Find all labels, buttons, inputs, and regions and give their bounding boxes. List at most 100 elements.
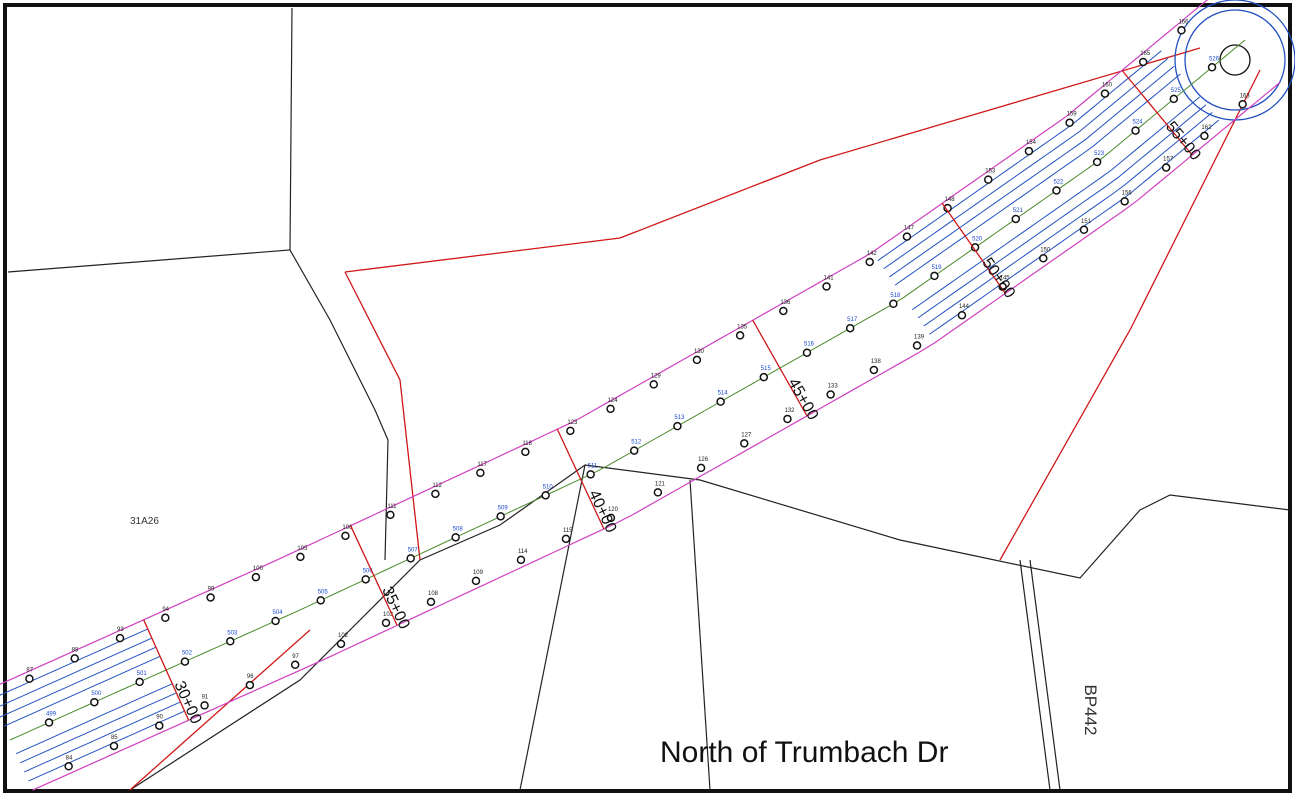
point-label: 509 <box>498 505 509 511</box>
survey-point <box>381 618 391 628</box>
survey-point <box>984 175 993 184</box>
point-label: 521 <box>1013 208 1024 214</box>
point-label: 515 <box>761 366 772 372</box>
point-label: 505 <box>318 589 329 595</box>
contour <box>15 683 173 755</box>
road-label: BP442 <box>1081 684 1100 735</box>
road-edge <box>32 81 1281 791</box>
survey-point <box>426 597 436 607</box>
point-label: 156 <box>1122 190 1133 196</box>
point-label: 151 <box>1081 219 1092 225</box>
survey-point <box>341 531 350 541</box>
point-label: 508 <box>453 526 464 532</box>
survey-point <box>673 421 682 431</box>
survey-point <box>653 488 663 497</box>
point-label: 108 <box>428 591 439 597</box>
contour <box>20 692 177 764</box>
point-label: 516 <box>804 342 815 348</box>
survey-point <box>759 372 769 382</box>
survey-point <box>206 593 215 602</box>
survey-point <box>386 510 395 520</box>
station-tick <box>941 202 1006 294</box>
caption: North of Trumbach Dr <box>660 736 948 769</box>
point-label: 138 <box>871 359 882 365</box>
point-label: 135 <box>737 324 748 330</box>
road-edge <box>0 0 1209 685</box>
survey-point <box>930 271 939 281</box>
survey-point <box>716 397 725 406</box>
survey-point <box>561 534 571 544</box>
contour <box>929 119 1220 335</box>
survey-point <box>1177 26 1186 35</box>
point-label: 136 <box>780 300 791 306</box>
survey-point <box>606 404 615 414</box>
point-label: 84 <box>66 755 73 761</box>
frame <box>3 3 1292 793</box>
contour <box>0 637 153 707</box>
survey-point <box>845 323 855 333</box>
survey-point <box>1052 186 1061 195</box>
survey-point <box>496 512 505 521</box>
contour <box>0 646 157 718</box>
point-label: 126 <box>698 457 709 463</box>
point-label: 153 <box>985 169 996 175</box>
point-label: 117 <box>477 462 487 468</box>
survey-point <box>44 718 54 727</box>
survey-point <box>180 657 190 666</box>
survey-point <box>889 299 898 309</box>
right-of-way <box>129 47 1261 791</box>
survey-point <box>155 721 164 730</box>
survey-point <box>109 741 119 751</box>
survey-point <box>1120 197 1129 206</box>
point-label: 121 <box>655 481 666 487</box>
point-label: 139 <box>914 335 925 341</box>
survey-point <box>566 426 575 436</box>
point-label: 106 <box>342 525 353 531</box>
point-label: 162 <box>1201 125 1212 131</box>
point-label: 157 <box>1163 157 1174 163</box>
survey-point <box>541 491 550 500</box>
point-label: 93 <box>117 627 124 633</box>
point-label: 105 <box>297 546 308 552</box>
point-label: 142 <box>867 251 878 257</box>
contour <box>894 73 1181 286</box>
survey-point <box>1207 63 1217 72</box>
survey-point <box>629 446 639 455</box>
survey-point <box>200 701 209 710</box>
survey-point <box>802 348 812 357</box>
point-label: 111 <box>387 504 397 510</box>
point-label: 163 <box>1240 93 1251 99</box>
contour <box>883 58 1169 270</box>
point-label: 118 <box>522 441 532 447</box>
contour <box>889 65 1175 278</box>
point-label: 97 <box>292 654 299 660</box>
survey-point <box>783 414 792 424</box>
point-label: 522 <box>1053 179 1064 185</box>
survey-point <box>406 554 415 563</box>
survey-point <box>64 762 73 771</box>
survey-point <box>245 680 255 690</box>
survey-point <box>90 697 99 707</box>
survey-point <box>740 439 749 448</box>
survey-point <box>361 575 370 584</box>
survey-point <box>271 616 280 626</box>
survey-point <box>649 380 658 389</box>
point-label: 523 <box>1094 151 1105 157</box>
survey-point <box>431 489 440 499</box>
point-label: 130 <box>694 349 705 355</box>
point-label: 148 <box>945 197 956 203</box>
point-label: 517 <box>847 317 858 323</box>
point-label: 506 <box>363 568 374 574</box>
contour <box>923 112 1213 327</box>
point-label: 129 <box>651 373 662 379</box>
point-label: 512 <box>631 440 642 446</box>
point-label: 114 <box>518 549 528 555</box>
survey-point <box>912 341 922 350</box>
survey-point <box>869 365 879 375</box>
point-label: 514 <box>718 391 729 397</box>
survey-point <box>336 639 346 649</box>
point-label: 109 <box>473 570 484 576</box>
contour <box>912 96 1200 311</box>
point-label: 123 <box>567 420 578 426</box>
survey-point <box>865 257 874 267</box>
